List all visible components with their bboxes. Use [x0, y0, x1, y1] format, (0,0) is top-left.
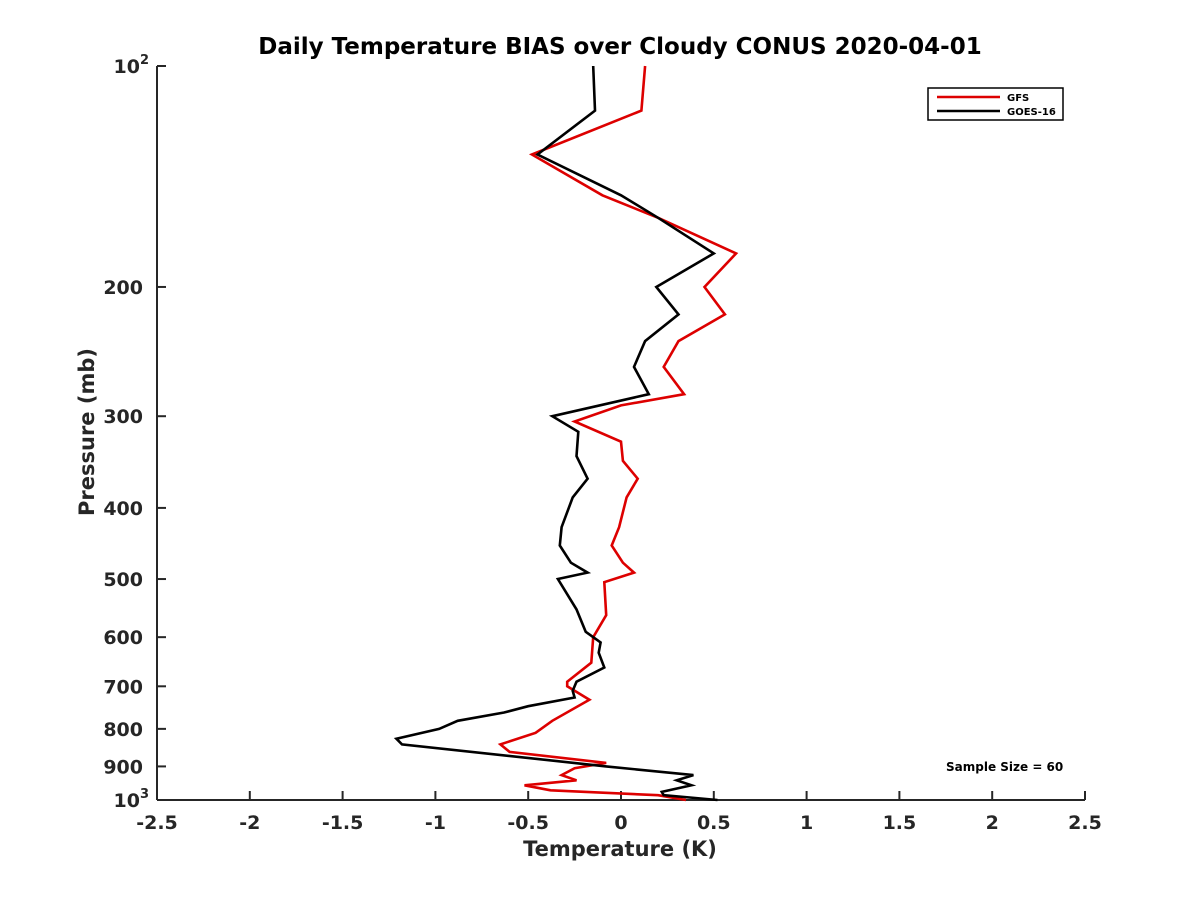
y-tick-label: 200 [103, 277, 143, 299]
sample-size-annotation: Sample Size = 60 [946, 760, 1063, 774]
x-tick-label: 2.5 [1068, 812, 1102, 834]
series-layer [393, 65, 739, 802]
x-tick-label: 1.5 [883, 812, 917, 834]
x-tick-label: 1 [800, 812, 813, 834]
x-tick-label: 0 [614, 812, 627, 834]
x-axis-label: Temperature (K) [523, 837, 717, 861]
series-line-goes-16 [393, 65, 718, 802]
x-tick-label: -1.5 [322, 812, 364, 834]
x-tick-label: -0.5 [507, 812, 549, 834]
x-tick-label: -2 [239, 812, 260, 834]
y-tick-label: 700 [103, 676, 143, 698]
x-tick-label: -1 [425, 812, 446, 834]
plot-axes: -2.5 -2 -1.5 -1 -0.5 0 0.5 1 1.5 2 2.5 102 200 300 400… [103, 53, 1102, 834]
legend-box [927, 87, 1064, 121]
x-tick-label: -2.5 [136, 812, 178, 834]
y-tick-label: 900 [103, 756, 143, 778]
legend: GFS GOES-16 [927, 87, 1064, 121]
y-tick-label: 102 [114, 53, 150, 78]
y-tick-label: 300 [103, 406, 143, 428]
x-tick-label: 2 [986, 812, 999, 834]
x-tick-label: 0.5 [697, 812, 731, 834]
y-tick-label: 600 [103, 627, 143, 649]
legend-goes16-label: GOES-16 [1007, 107, 1056, 118]
y-axis-label: Pressure (mb) [75, 348, 99, 516]
y-tick-label: 103 [114, 787, 150, 812]
y-tick-label: 800 [103, 719, 143, 741]
chart-title: Daily Temperature BIAS over Cloudy CONUS… [258, 34, 981, 60]
series-line-gfs [497, 65, 739, 802]
y-tick-label: 400 [103, 498, 143, 520]
y-tick-label: 500 [103, 569, 143, 591]
legend-gfs-label: GFS [1007, 93, 1029, 104]
